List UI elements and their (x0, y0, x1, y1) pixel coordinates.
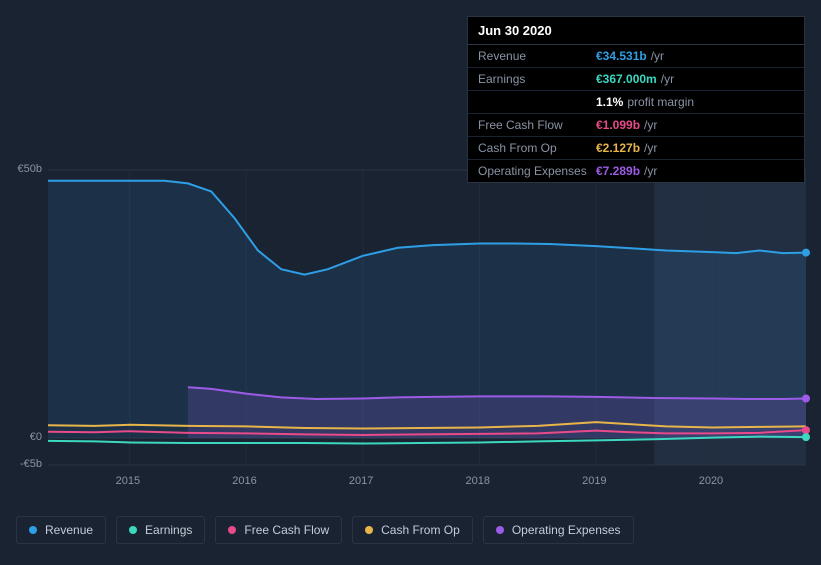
tooltip-row-value: €2.127b (596, 141, 640, 155)
tooltip-row-unit: /yr (644, 164, 657, 178)
tooltip-row-label: Revenue (478, 49, 596, 63)
tooltip-row-label: Free Cash Flow (478, 118, 596, 132)
legend-label: Operating Expenses (512, 523, 621, 537)
tooltip-row-unit: /yr (644, 141, 657, 155)
x-tick-label: 2015 (116, 475, 140, 487)
tooltip-row-value: €7.289b (596, 164, 640, 178)
legend-label: Free Cash Flow (244, 523, 329, 537)
tooltip-row-value: €34.531b (596, 49, 647, 63)
tooltip-row: Cash From Op€2.127b/yr (468, 137, 804, 160)
legend-item-opex[interactable]: Operating Expenses (483, 516, 634, 544)
x-tick-label: 2017 (349, 475, 373, 487)
tooltip-row: Revenue€34.531b/yr (468, 45, 804, 68)
tooltip-row: Free Cash Flow€1.099b/yr (468, 114, 804, 137)
tooltip-row-unit: /yr (661, 72, 674, 86)
legend-dot-icon (496, 526, 504, 534)
tooltip-row-unit: /yr (644, 118, 657, 132)
chart-legend: Revenue Earnings Free Cash Flow Cash From O… (16, 516, 634, 544)
legend-dot-icon (228, 526, 236, 534)
legend-item-fcf[interactable]: Free Cash Flow (215, 516, 342, 544)
tooltip-row-value: €367.000m (596, 72, 657, 86)
x-tick-label: 2018 (465, 475, 489, 487)
chart-tooltip: Jun 30 2020 Revenue€34.531b/yrEarnings€3… (467, 16, 805, 183)
tooltip-row: Operating Expenses€7.289b/yr (468, 160, 804, 182)
legend-item-cashop[interactable]: Cash From Op (352, 516, 473, 544)
tooltip-row-label: Operating Expenses (478, 164, 596, 178)
legend-label: Revenue (45, 523, 93, 537)
legend-dot-icon (129, 526, 137, 534)
legend-item-revenue[interactable]: Revenue (16, 516, 106, 544)
tooltip-row-value: 1.1% (596, 95, 623, 109)
tooltip-date: Jun 30 2020 (468, 17, 804, 45)
y-tick-label: €0 (2, 431, 42, 443)
tooltip-row-label: Earnings (478, 72, 596, 86)
y-tick-label: -€5b (2, 458, 42, 470)
x-tick-label: 2020 (699, 475, 723, 487)
legend-label: Cash From Op (381, 523, 460, 537)
tooltip-row-unit: profit margin (627, 95, 694, 109)
y-tick-label: €50b (2, 163, 42, 175)
tooltip-row-unit: /yr (651, 49, 664, 63)
legend-dot-icon (365, 526, 373, 534)
x-tick-label: 2019 (582, 475, 606, 487)
tooltip-row-label (478, 95, 596, 109)
legend-label: Earnings (145, 523, 192, 537)
legend-item-earnings[interactable]: Earnings (116, 516, 205, 544)
legend-dot-icon (29, 526, 37, 534)
x-tick-label: 2016 (232, 475, 256, 487)
tooltip-row-value: €1.099b (596, 118, 640, 132)
tooltip-row: Earnings€367.000m/yr (468, 68, 804, 91)
tooltip-row: 1.1% profit margin (468, 91, 804, 114)
tooltip-row-label: Cash From Op (478, 141, 596, 155)
